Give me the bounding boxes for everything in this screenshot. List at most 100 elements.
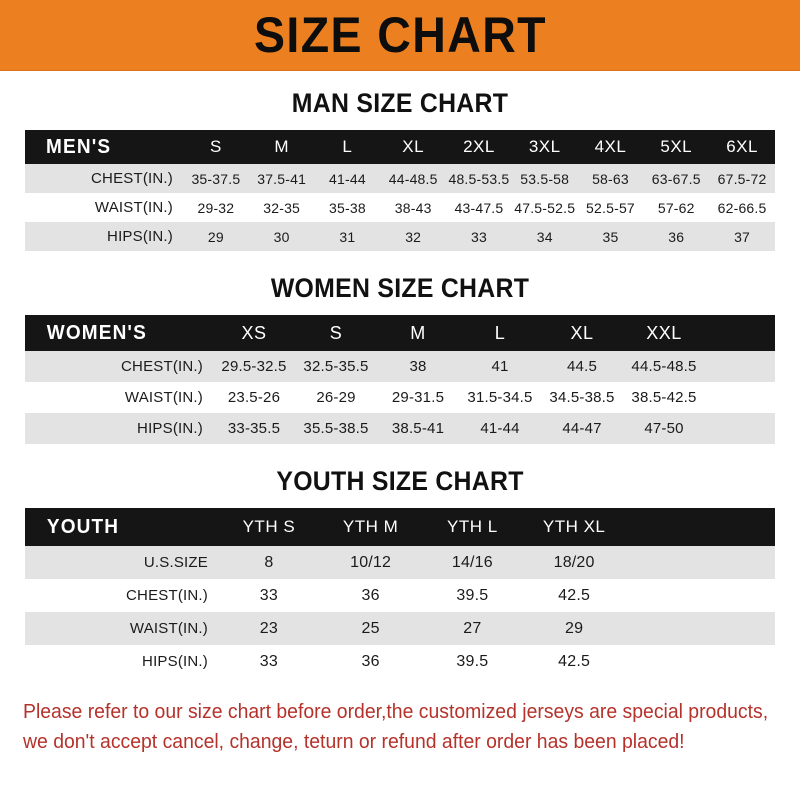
table-cell: 48.5-53.5 [448, 170, 510, 187]
row-label: CHEST(IN.) [121, 358, 203, 375]
table-head-youth: YOUTH YTH S YTH M YTH L YTH XL [25, 508, 775, 546]
table-cell: 8 [264, 553, 274, 571]
table-cell: 44-47 [562, 420, 602, 437]
table-cell: 43-47.5 [454, 199, 504, 216]
table-cell: 14/16 [451, 553, 493, 571]
table-cell: 33 [259, 586, 278, 604]
table-cell: 33 [470, 228, 487, 245]
table-cell: 30 [273, 228, 290, 245]
table-row: CHEST(IN.) 29.5-32.5 32.5-35.5 38 41 44.… [25, 351, 775, 382]
table-row: HIPS(IN.) 29 30 31 32 33 34 35 36 37 [25, 222, 775, 251]
table-cell: 18/20 [553, 553, 595, 571]
table-body-women: CHEST(IN.) 29.5-32.5 32.5-35.5 38 41 44.… [25, 351, 775, 444]
table-cell: 35-38 [329, 199, 366, 216]
column-header-spacer [625, 508, 775, 546]
column-header: 6XL [726, 137, 758, 156]
table-cell: 29 [565, 619, 584, 637]
table-cell: 52.5-57 [586, 199, 635, 216]
table-corner-label: MEN'S [46, 135, 112, 158]
table-cell: 23.5-26 [227, 389, 281, 406]
column-header: XXL [646, 322, 682, 343]
row-label: U.S.SIZE [143, 554, 208, 571]
table-cell: 53.5-58 [520, 170, 570, 187]
table-cell-spacer [625, 645, 775, 678]
column-header-spacer [705, 315, 775, 351]
size-table-youth: YOUTH YTH S YTH M YTH L YTH XL U.S.SIZE … [25, 508, 775, 678]
column-header: XS [241, 322, 267, 343]
column-header: YTH S [242, 517, 296, 536]
table-cell: 44.5-48.5 [631, 358, 697, 375]
column-header: M [274, 137, 289, 156]
row-label: WAIST(IN.) [94, 199, 173, 216]
table-cell: 57-62 [657, 199, 695, 216]
table-row: HIPS(IN.) 33-35.5 35.5-38.5 38.5-41 41-4… [25, 413, 775, 444]
table-cell: 36 [668, 228, 685, 245]
column-header: L [342, 137, 353, 156]
table-cell: 33 [259, 652, 278, 670]
table-cell: 62-66.5 [717, 199, 767, 216]
table-cell: 27 [463, 619, 482, 637]
table-cell: 41-44 [480, 420, 520, 437]
table-cell: 31 [339, 228, 356, 245]
column-header: XL [570, 322, 594, 343]
table-cell: 32.5-35.5 [303, 358, 369, 375]
table-head-man: MEN'S S M L XL 2XL 3XL 4XL 5XL 6XL [25, 130, 775, 164]
table-cell: 38.5-42.5 [631, 389, 697, 406]
size-table-women: WOMEN'S XS S M L XL XXL CHEST(IN.) 29.5-… [25, 315, 775, 444]
page-title: SIZE CHART [253, 7, 547, 63]
table-cell: 29 [207, 228, 224, 245]
column-header: 3XL [528, 137, 561, 156]
table-head-women: WOMEN'S XS S M L XL XXL [25, 315, 775, 351]
column-header: YTH XL [542, 517, 606, 536]
table-row: WAIST(IN.) 29-32 32-35 35-38 38-43 43-47… [25, 193, 775, 222]
table-cell: 38-43 [394, 199, 432, 216]
table-row: U.S.SIZE 8 10/12 14/16 18/20 [25, 546, 775, 579]
table-wrap-women: WOMEN'S XS S M L XL XXL CHEST(IN.) 29.5-… [25, 315, 775, 444]
table-cell: 37.5-41 [257, 170, 307, 187]
table-cell: 37 [734, 228, 751, 245]
table-header-row: MEN'S S M L XL 2XL 3XL 4XL 5XL 6XL [25, 130, 775, 164]
table-cell: 63-67.5 [651, 170, 701, 187]
table-cell: 67.5-72 [717, 170, 767, 187]
table-cell: 33-35.5 [227, 420, 281, 437]
table-cell: 26-29 [316, 389, 356, 406]
row-label: CHEST(IN.) [91, 170, 173, 187]
table-corner-label: YOUTH [46, 515, 120, 538]
table-cell: 23 [259, 619, 278, 637]
table-cell: 38.5-41 [391, 420, 445, 437]
table-corner-label: WOMEN'S [46, 321, 147, 344]
column-header: S [209, 137, 222, 156]
table-body-youth: U.S.SIZE 8 10/12 14/16 18/20 CHEST(IN.) … [25, 546, 775, 678]
table-cell: 32-35 [263, 199, 301, 216]
section-title-man: MAN SIZE CHART [291, 88, 509, 118]
table-cell: 35-37.5 [191, 170, 241, 187]
table-cell: 34 [536, 228, 553, 245]
row-label: HIPS(IN.) [142, 653, 208, 670]
table-row: WAIST(IN.) 23 25 27 29 [25, 612, 775, 645]
section-title-youth: YOUTH SIZE CHART [276, 466, 524, 496]
size-table-man: MEN'S S M L XL 2XL 3XL 4XL 5XL 6XL CHEST… [25, 130, 775, 251]
table-cell: 58-63 [592, 170, 629, 187]
table-cell: 32 [405, 228, 422, 245]
table-cell: 25 [361, 619, 380, 637]
row-label: HIPS(IN.) [107, 228, 173, 245]
column-header: XL [402, 137, 425, 156]
table-wrap-man: MEN'S S M L XL 2XL 3XL 4XL 5XL 6XL CHEST… [25, 130, 775, 251]
row-label: WAIST(IN.) [129, 620, 208, 637]
table-row: CHEST(IN.) 33 36 39.5 42.5 [25, 579, 775, 612]
table-cell: 35.5-38.5 [303, 420, 369, 437]
table-cell-spacer [625, 546, 775, 579]
table-cell: 39.5 [456, 652, 489, 670]
table-cell: 36 [361, 586, 380, 604]
column-header: YTH L [447, 517, 498, 536]
row-label: WAIST(IN.) [124, 389, 203, 406]
section-women: WOMEN SIZE CHART WOMEN'S XS S M L XL XXL… [0, 273, 800, 444]
column-header: S [329, 322, 343, 343]
table-cell: 29-31.5 [391, 389, 445, 406]
page-banner: SIZE CHART [0, 0, 800, 71]
table-header-row: WOMEN'S XS S M L XL XXL [25, 315, 775, 351]
table-header-row: YOUTH YTH S YTH M YTH L YTH XL [25, 508, 775, 546]
table-cell: 44-48.5 [388, 170, 438, 187]
table-cell: 35 [602, 228, 619, 245]
